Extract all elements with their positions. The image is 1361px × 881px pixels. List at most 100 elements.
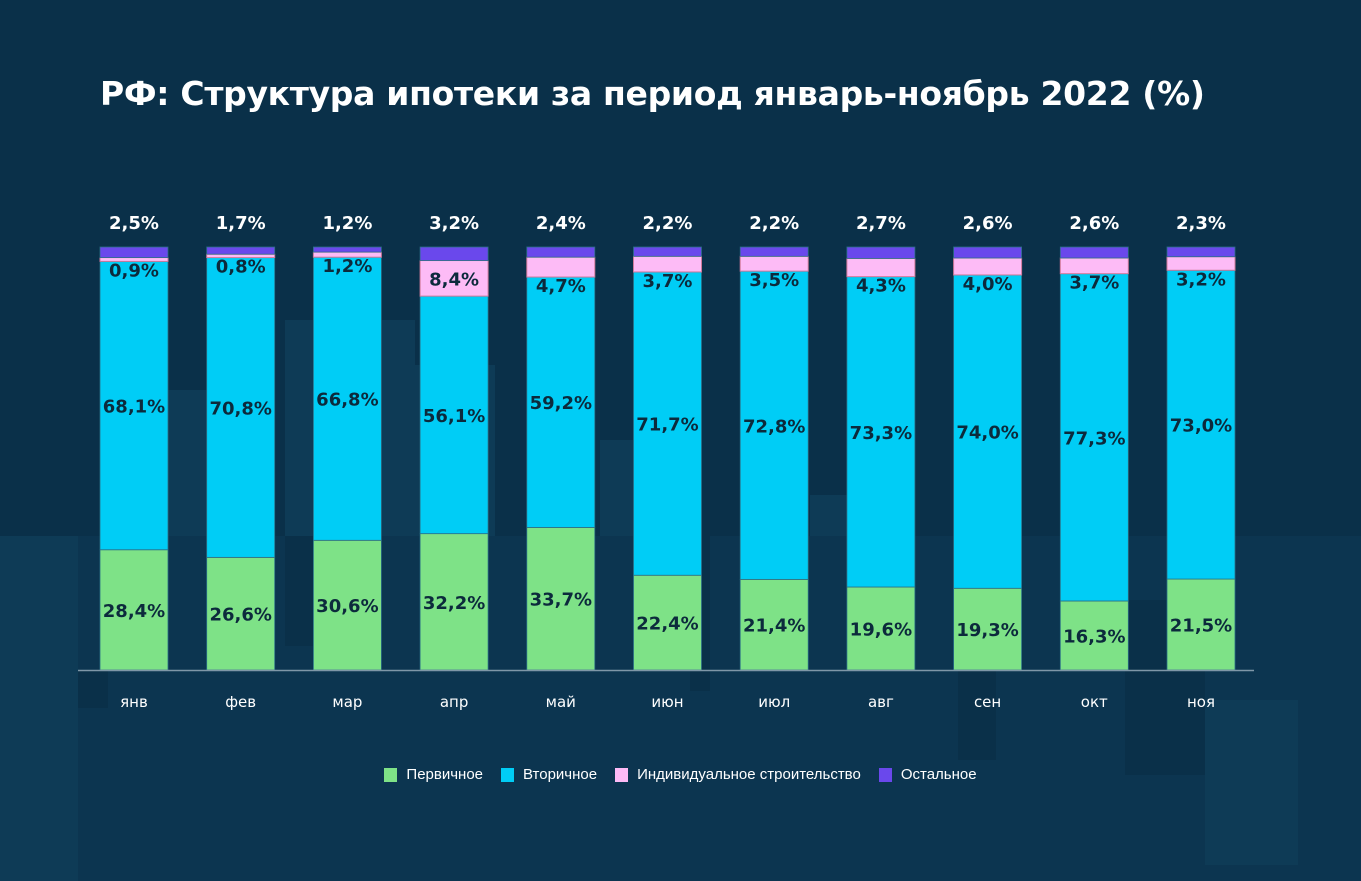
bar-segment-individual bbox=[739, 255, 809, 272]
data-label-individual: 4,0% bbox=[963, 274, 1013, 295]
legend-swatch-icon bbox=[501, 767, 515, 782]
data-label-individual: 4,3% bbox=[856, 276, 906, 297]
background-shape bbox=[0, 536, 78, 881]
data-label-other: 2,6% bbox=[963, 213, 1013, 234]
data-label-other: 2,7% bbox=[856, 213, 906, 234]
x-tick-label: июн bbox=[651, 693, 683, 711]
data-label-secondary: 77,3% bbox=[1063, 428, 1125, 449]
data-label-primary: 21,5% bbox=[1170, 616, 1232, 637]
bar-segment-individual bbox=[1059, 257, 1129, 275]
bar-segment-primary bbox=[312, 539, 382, 671]
data-label-other: 3,2% bbox=[429, 213, 479, 234]
legend-swatch-icon bbox=[384, 767, 398, 782]
bar-segment-secondary bbox=[419, 295, 489, 535]
bar-segment-primary bbox=[419, 533, 489, 671]
data-label-other: 1,7% bbox=[216, 213, 266, 234]
bar-segment-primary bbox=[1166, 578, 1236, 671]
x-tick-label: июл bbox=[758, 693, 790, 711]
bar-segment-other bbox=[312, 246, 382, 253]
data-label-secondary: 66,8% bbox=[316, 390, 378, 411]
bar-segment-other bbox=[99, 246, 169, 258]
bar-segment-primary bbox=[206, 556, 276, 671]
bar-segment-individual bbox=[953, 257, 1023, 276]
legend-item-other: Остальное bbox=[878, 766, 977, 783]
data-label-primary: 21,4% bbox=[743, 616, 805, 637]
background-shape bbox=[285, 536, 313, 646]
data-label-secondary: 74,0% bbox=[956, 423, 1018, 444]
bar-segment-secondary bbox=[312, 256, 382, 541]
legend-label: Индивидуальное строительство bbox=[637, 766, 861, 783]
data-label-primary: 28,4% bbox=[103, 601, 165, 622]
legend-item-secondary: Вторичное bbox=[501, 766, 597, 783]
legend-label: Остальное bbox=[900, 766, 977, 783]
data-label-secondary: 68,1% bbox=[103, 397, 165, 418]
bar-segment-secondary bbox=[633, 271, 702, 576]
data-label-individual: 3,7% bbox=[1069, 273, 1119, 294]
legend-item-primary: Первичное bbox=[384, 766, 483, 783]
labels-group: 28,4% 68,1% 0,9% 2,5% янв 26,6% 70,8% 0,8% 1,7% ф… bbox=[103, 213, 1232, 711]
data-label-primary: 33,7% bbox=[530, 590, 592, 611]
bar-segment-primary bbox=[953, 587, 1022, 671]
data-label-individual: 4,7% bbox=[536, 276, 586, 297]
bar-segment-secondary bbox=[1166, 269, 1236, 580]
legend-item-individual: Индивидуальное строительство bbox=[615, 766, 861, 783]
bar-segment-individual bbox=[1166, 256, 1236, 271]
data-label-individual: 3,5% bbox=[749, 270, 799, 291]
x-tick-label: фев bbox=[225, 693, 256, 711]
data-label-other: 2,5% bbox=[109, 213, 159, 234]
bar-segment-secondary bbox=[206, 257, 276, 558]
data-label-other: 2,6% bbox=[1069, 213, 1119, 234]
data-label-individual: 0,9% bbox=[109, 260, 159, 281]
legend-label: Первичное bbox=[406, 766, 484, 783]
data-label-other: 2,2% bbox=[643, 213, 693, 234]
chart-title: РФ: Структура ипотеки за период январь-н… bbox=[100, 74, 1205, 113]
data-label-primary: 22,4% bbox=[636, 614, 698, 635]
bar-segment-individual bbox=[846, 257, 916, 278]
bar-segment-other bbox=[419, 246, 489, 261]
data-label-individual: 3,7% bbox=[643, 271, 693, 292]
data-label-individual: 8,4% bbox=[429, 269, 479, 290]
data-label-secondary: 73,0% bbox=[1170, 416, 1232, 437]
legend-swatch-icon bbox=[878, 767, 892, 782]
bar-segment-other bbox=[1166, 246, 1236, 258]
data-label-individual: 3,2% bbox=[1176, 269, 1226, 290]
legend: Первичное Вторичное Индивидуальное строите… bbox=[0, 766, 1361, 783]
data-label-individual: 1,2% bbox=[322, 256, 372, 277]
bar-segment-primary bbox=[846, 586, 916, 671]
bar-segment-secondary bbox=[739, 270, 809, 580]
bar-segment-primary bbox=[526, 527, 596, 671]
x-tick-label: сен bbox=[974, 693, 1001, 711]
bar-segment-secondary bbox=[99, 260, 169, 551]
data-label-secondary: 70,8% bbox=[209, 398, 271, 419]
bar-segment-primary bbox=[633, 574, 702, 671]
bar-segment-other bbox=[633, 246, 702, 257]
bar-segment-secondary bbox=[1059, 273, 1129, 602]
background-shape bbox=[1205, 700, 1298, 865]
bar-segment-other bbox=[953, 246, 1022, 259]
x-tick-label: апр bbox=[440, 693, 469, 711]
bars-group bbox=[99, 246, 1236, 671]
bar-segment-other bbox=[1059, 246, 1129, 259]
data-label-secondary: 72,8% bbox=[743, 416, 805, 437]
x-tick-label: май bbox=[546, 693, 576, 711]
bar-segment-secondary bbox=[953, 274, 1022, 589]
legend-swatch-icon bbox=[615, 767, 629, 782]
background-shape bbox=[78, 670, 108, 708]
x-tick-label: мар bbox=[332, 693, 362, 711]
data-label-primary: 26,6% bbox=[209, 605, 271, 626]
data-label-primary: 32,2% bbox=[423, 593, 485, 614]
bar-segment-other bbox=[739, 246, 809, 257]
data-label-primary: 16,3% bbox=[1063, 626, 1125, 647]
legend-label: Вторичное bbox=[523, 766, 598, 783]
x-tick-label: ноя bbox=[1187, 693, 1215, 711]
data-label-other: 1,2% bbox=[322, 213, 372, 234]
x-tick-label: янв bbox=[120, 693, 148, 711]
bar-segment-individual bbox=[526, 256, 596, 278]
bar-segment-individual bbox=[419, 260, 489, 297]
bar-segment-other bbox=[846, 246, 916, 259]
data-label-other: 2,4% bbox=[536, 213, 586, 234]
data-label-individual: 0,8% bbox=[216, 257, 266, 278]
x-tick-label: окт bbox=[1081, 693, 1108, 711]
data-label-secondary: 59,2% bbox=[530, 393, 592, 414]
bar-segment-individual bbox=[633, 255, 702, 273]
